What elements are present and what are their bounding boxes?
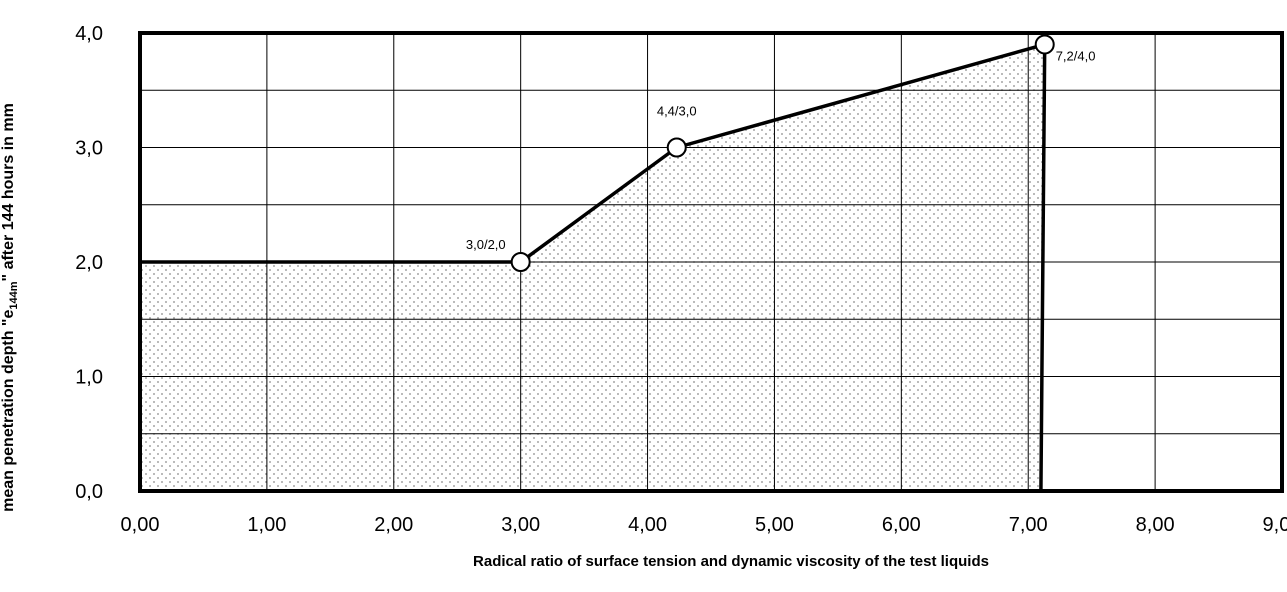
data-point-marker	[1034, 34, 1055, 55]
x-tick-label: 5,00	[755, 514, 794, 536]
tick-labels: 0,00 1,00 2,00 3,00 4,00 5,00 6,00 7,00 8,00 9,0 0…	[75, 23, 1287, 536]
x-tick-label: 1,00	[247, 514, 286, 536]
x-tick-label: 3,00	[501, 514, 540, 536]
x-tick-label: 6,00	[882, 514, 921, 536]
data-point-label: 3,0/2,0	[466, 237, 506, 252]
area-fill	[140, 44, 1045, 491]
x-tick-label: 8,00	[1136, 514, 1175, 536]
x-tick-label: 9,00	[1263, 514, 1287, 536]
y-axis-label-end: " after 144 hours in mm	[0, 103, 17, 281]
y-tick-label: 3,0	[75, 138, 103, 160]
data-point-label: 7,2/4,0	[1056, 48, 1096, 63]
data-point-label: 4,4/3,0	[657, 104, 697, 119]
y-tick-label: 2,0	[75, 252, 103, 274]
y-axis-label: mean penetration depth "e144m" after 144…	[0, 103, 20, 512]
x-tick-label: 2,00	[374, 514, 413, 536]
data-point-marker	[666, 137, 687, 158]
y-tick-label: 4,0	[75, 23, 103, 45]
y-tick-label: 1,0	[75, 367, 103, 389]
filled-region	[140, 44, 1045, 491]
x-axis-label: Radical ratio of surface tension and dyn…	[473, 553, 989, 570]
y-tick-label: 0,0	[75, 481, 103, 503]
x-tick-label: 4,00	[628, 514, 667, 536]
y-axis-label-main: mean penetration depth "e	[0, 309, 17, 511]
plot-frame	[138, 31, 1284, 493]
y-axis-label-subscript: 144m	[8, 281, 20, 309]
x-tick-label: 0,00	[121, 514, 160, 536]
data-points: 3,0/2,0 4,4/3,0 7,2/4,0	[466, 34, 1096, 272]
data-point-marker	[510, 252, 531, 272]
x-tick-label: 7,00	[1009, 514, 1048, 536]
